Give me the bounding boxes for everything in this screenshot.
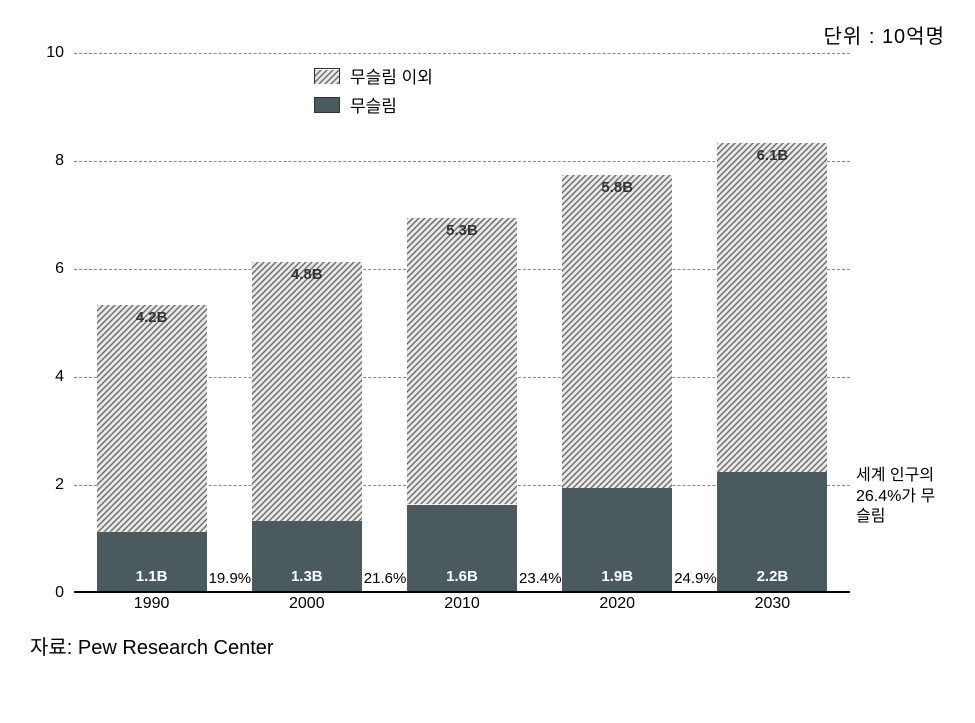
bar: 1.6B 5.3B — [407, 218, 517, 591]
bar: 1.9B 5.8B — [562, 175, 672, 591]
muslim-value-label: 1.9B — [601, 568, 633, 585]
bar-slot: 1.6B5.3B23.4%2010 — [384, 53, 539, 591]
unit-label: 단위 : 10억명 — [30, 20, 945, 49]
x-tick: 2020 — [599, 595, 635, 613]
x-tick: 2030 — [755, 595, 791, 613]
y-axis: 0246810 — [40, 53, 70, 593]
y-tick: 0 — [55, 584, 64, 602]
bar: 2.2B 6.1B — [717, 143, 827, 591]
y-tick: 10 — [46, 44, 64, 62]
bar: 1.1B 4.2B — [97, 305, 207, 591]
bar-slot: 1.3B4.8B21.6%2000 — [229, 53, 384, 591]
plot-area: 무슬림 이외 무슬림 1.1B4.2B19.9%19901.3B4.8B21.6… — [74, 53, 850, 593]
segment-non-muslim: 6.1B — [717, 143, 827, 472]
muslim-value-label: 2.2B — [757, 568, 789, 585]
side-note: 세계 인구의 26.4%가 무슬림 — [856, 466, 940, 528]
segment-non-muslim: 4.2B — [97, 305, 207, 532]
bar-slot: 1.1B4.2B19.9%1990 — [74, 53, 229, 591]
segment-muslim: 1.6B — [407, 505, 517, 591]
y-tick: 2 — [55, 476, 64, 494]
segment-muslim: 1.9B — [562, 488, 672, 591]
bar: 1.3B 4.8B — [252, 262, 362, 591]
x-tick: 1990 — [134, 595, 170, 613]
non-muslim-value-label: 4.8B — [291, 266, 323, 283]
y-tick: 6 — [55, 260, 64, 278]
muslim-value-label: 1.3B — [291, 568, 323, 585]
bar-slot: 1.9B5.8B24.9%2020 — [540, 53, 695, 591]
muslim-value-label: 1.6B — [446, 568, 478, 585]
x-tick: 2010 — [444, 595, 480, 613]
segment-non-muslim: 5.8B — [562, 175, 672, 488]
y-tick: 8 — [55, 152, 64, 170]
non-muslim-value-label: 5.8B — [601, 179, 633, 196]
non-muslim-value-label: 4.2B — [136, 309, 168, 326]
muslim-value-label: 1.1B — [136, 568, 168, 585]
segment-muslim: 2.2B — [717, 472, 827, 591]
segment-non-muslim: 4.8B — [252, 262, 362, 521]
segment-non-muslim: 5.3B — [407, 218, 517, 504]
population-chart: 0246810 무슬림 이외 무슬림 1.1B4.2B19.9%19901.3B… — [40, 53, 940, 613]
non-muslim-value-label: 5.3B — [446, 222, 478, 239]
source-label: 자료: Pew Research Center — [30, 631, 945, 660]
segment-muslim: 1.3B — [252, 521, 362, 591]
non-muslim-value-label: 6.1B — [757, 147, 789, 164]
x-tick: 2000 — [289, 595, 325, 613]
bar-slot: 2.2B6.1B2030 — [695, 53, 850, 591]
segment-muslim: 1.1B — [97, 532, 207, 591]
y-tick: 4 — [55, 368, 64, 386]
